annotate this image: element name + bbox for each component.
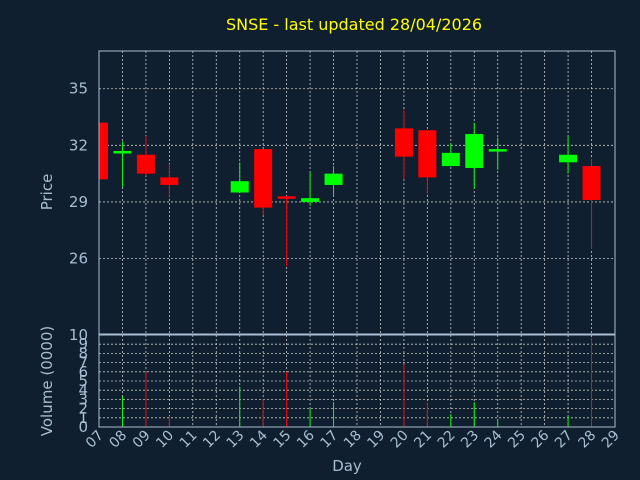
x-tick-label: 24 [482, 427, 506, 451]
candle-body [113, 150, 132, 154]
x-tick-label: 08 [106, 428, 130, 452]
volume-tick-label: 4 [78, 381, 88, 399]
x-tick-label: 11 [177, 428, 201, 452]
x-tick-label: 28 [575, 428, 599, 452]
x-tick-label: 12 [200, 428, 224, 452]
x-tick-label: 14 [247, 427, 271, 451]
x-axis-label: Day [332, 457, 362, 475]
x-tick-label: 13 [224, 428, 248, 452]
price-axis-label: Price [38, 174, 56, 211]
x-axis: 07 08 09 10 11 12 13 14 15 16 17 18 19 20 21 22 23 24 25 26… [83, 427, 623, 451]
candle-body [254, 149, 273, 208]
price-tick-label: 29 [69, 193, 88, 211]
x-tick-label: 10 [153, 428, 177, 452]
chart-title: SNSE - last updated 28/04/2026 [226, 15, 482, 34]
x-tick-label: 23 [458, 428, 482, 452]
x-tick-label: 18 [341, 428, 365, 452]
volume-tick-label: 3 [78, 390, 88, 408]
volume-axis-label: Volume (0000) [38, 326, 56, 436]
candle-body [441, 152, 460, 167]
candle-body [230, 181, 249, 193]
price-panel-frame [98, 50, 616, 335]
volume-tick-label: 9 [78, 335, 88, 353]
candles [98, 109, 601, 267]
candle-body [277, 196, 296, 199]
candle-body [160, 177, 179, 185]
candle-body [324, 173, 343, 185]
price-grid [99, 51, 615, 334]
volume-tick-label: 2 [78, 400, 88, 418]
x-tick-label: 22 [435, 428, 459, 452]
x-tick-label: 27 [552, 428, 576, 452]
candle-body [582, 166, 601, 201]
candle-body [465, 134, 484, 168]
x-tick-label: 15 [271, 428, 295, 452]
volume-panel-frame [98, 334, 616, 428]
x-tick-label: 09 [130, 428, 154, 452]
price-tick-label: 32 [69, 136, 88, 154]
x-tick-label: 19 [364, 428, 388, 452]
volume-bars [121, 337, 593, 427]
volume-tick-label: 1 [78, 409, 88, 427]
price-tick-label: 35 [69, 80, 88, 98]
volume-grid [99, 335, 615, 427]
x-tick-label: 25 [505, 428, 529, 452]
candle-body [301, 198, 320, 202]
candle-body [136, 154, 155, 174]
price-tick-label: 26 [69, 250, 88, 268]
x-tick-label: 21 [411, 428, 435, 452]
price-axis: 26 29 32 35 [69, 80, 88, 268]
candle-body [559, 154, 578, 163]
candle-body [394, 128, 413, 157]
volume-tick-label: 6 [78, 363, 88, 381]
x-tick-label: 29 [599, 428, 623, 452]
x-tick-label: 17 [317, 428, 341, 452]
candle-body [418, 130, 437, 178]
candle-body [488, 149, 507, 152]
volume-tick-label: 7 [78, 354, 88, 372]
volume-tick-label: 0 [78, 418, 88, 436]
candle-body [99, 122, 108, 180]
x-tick-label: 20 [388, 428, 412, 452]
volume-tick-label: 8 [78, 344, 88, 362]
x-tick-label: 26 [529, 427, 553, 451]
x-tick-label: 16 [294, 427, 318, 451]
volume-tick-label: 10 [69, 326, 88, 344]
volume-tick-label: 5 [78, 372, 88, 390]
